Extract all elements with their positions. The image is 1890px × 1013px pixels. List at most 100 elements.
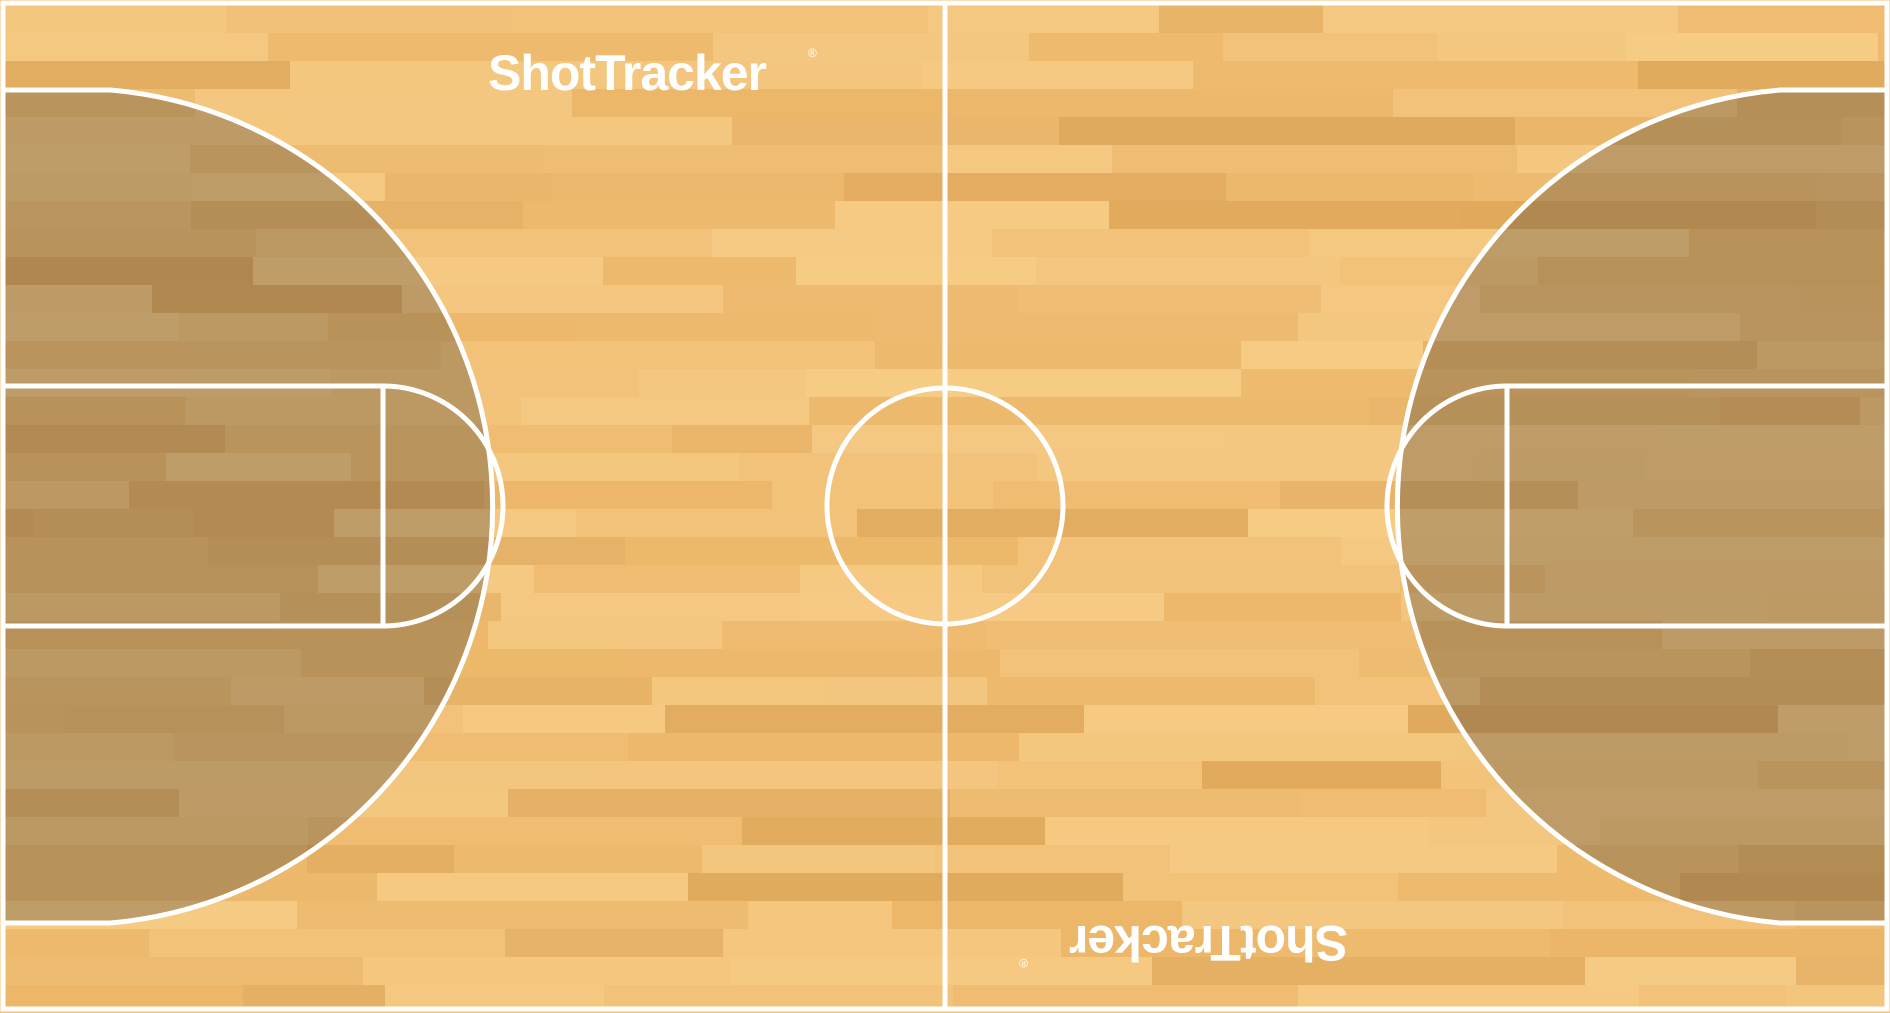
wood-plank	[5, 425, 225, 453]
logo-text-top: ShotTracker	[488, 45, 767, 101]
wood-plank	[363, 957, 730, 985]
wood-plank	[997, 761, 1202, 789]
wood-plank	[351, 453, 495, 481]
wood-plank	[1018, 537, 1341, 565]
wood-plank	[290, 61, 638, 89]
wood-plank	[1241, 341, 1423, 369]
wood-plank	[5, 957, 363, 985]
wood-plank	[732, 117, 1059, 145]
key-left	[3, 383, 386, 629]
wood-plank	[1480, 285, 1797, 313]
wood-plank	[1682, 537, 1885, 565]
wood-plank	[639, 369, 806, 397]
wood-plank	[1152, 957, 1585, 985]
wood-plank	[620, 649, 1000, 677]
registered-mark-top: ®	[808, 46, 817, 60]
wood-plank	[505, 929, 723, 957]
wood-plank	[152, 285, 402, 313]
free-throw-arc-right	[1384, 383, 1508, 629]
free-throw-arc-left	[382, 383, 506, 629]
wood-plank	[194, 509, 334, 537]
wood-plank	[1644, 453, 1885, 481]
wood-plank	[507, 5, 928, 33]
wood-plank	[809, 397, 1047, 425]
wood-plank	[982, 565, 1400, 593]
wood-plank	[5, 761, 222, 789]
wood-plank	[286, 117, 732, 145]
wood-plank	[1408, 705, 1778, 733]
wood-plank	[1655, 425, 1885, 453]
wood-plank	[576, 509, 857, 537]
wood-plank	[986, 621, 1421, 649]
wood-plank	[1164, 593, 1401, 621]
wood-plank	[5, 733, 174, 761]
wood-plank	[723, 285, 1018, 313]
wood-plank	[1796, 957, 1885, 985]
wood-plank	[1109, 201, 1460, 229]
wood-plank	[308, 817, 742, 845]
wood-plank	[1486, 789, 1885, 817]
wood-plank	[1474, 173, 1818, 201]
wood-plank	[1061, 929, 1269, 957]
wood-plank	[1323, 5, 1678, 33]
wood-plank	[1193, 61, 1638, 89]
key-right	[1504, 383, 1887, 629]
wood-plank	[1691, 369, 1885, 397]
wood-plank	[1689, 229, 1885, 257]
wood-plank	[628, 733, 1019, 761]
wood-plank	[441, 341, 875, 369]
wood-plank	[1280, 481, 1578, 509]
wood-plank	[484, 481, 772, 509]
wood-plank	[739, 453, 1037, 481]
wood-plank	[5, 257, 253, 285]
wood-plank	[748, 901, 892, 929]
wood-plank	[5, 201, 191, 229]
wood-plank	[596, 761, 997, 789]
wood-plank	[243, 985, 385, 1008]
wood-plank	[534, 565, 800, 593]
wood-plank	[5, 789, 179, 817]
wood-plank	[1159, 5, 1323, 33]
wood-plank	[1248, 509, 1633, 537]
wood-plank	[1045, 817, 1429, 845]
wood-plank	[5, 705, 65, 733]
wood-plank	[812, 425, 1223, 453]
wood-plank	[1680, 873, 1885, 901]
wood-plank	[318, 565, 534, 593]
wood-plank	[796, 257, 1036, 285]
wood-plank	[5, 369, 331, 397]
wood-plank	[713, 33, 1029, 61]
wood-plank	[723, 929, 1061, 957]
wood-plank	[1848, 733, 1885, 761]
wood-plank	[385, 173, 552, 201]
wood-plank	[1550, 929, 1885, 957]
wood-plank	[1740, 313, 1885, 341]
wood-plank	[5, 845, 307, 873]
wood-plank	[1766, 593, 1885, 621]
wood-plank	[825, 677, 987, 705]
wood-plank	[1757, 341, 1885, 369]
logo-text-bottom: ShotTracker	[1069, 915, 1348, 971]
wood-plank	[1437, 33, 1626, 61]
wood-plank	[189, 341, 441, 369]
wood-plank	[5, 173, 193, 201]
three-point-line-left	[3, 87, 496, 926]
wood-plank	[5, 537, 208, 565]
wood-plank	[5, 565, 99, 593]
wood-plank	[1797, 285, 1885, 313]
wood-plank	[1787, 985, 1885, 1008]
wood-plank	[1300, 789, 1486, 817]
wood-plank	[604, 985, 953, 1008]
wood-plank	[638, 61, 922, 89]
wood-plank	[875, 341, 1241, 369]
wood-plank	[857, 509, 1248, 537]
wood-plank	[190, 145, 541, 173]
wood-plank	[652, 677, 825, 705]
wood-plank	[1720, 397, 1860, 425]
registered-mark-bottom: ®	[1019, 956, 1028, 970]
wood-plank	[385, 985, 604, 1008]
wood-plank	[1036, 257, 1340, 285]
wood-plank	[1778, 705, 1885, 733]
